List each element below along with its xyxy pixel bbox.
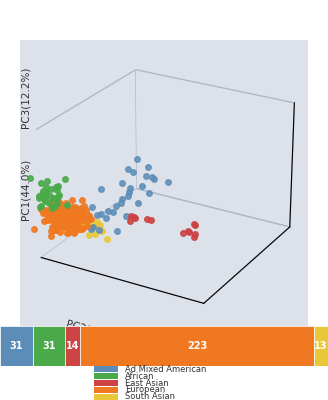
Bar <box>94 373 118 379</box>
X-axis label: PC2(35.6%): PC2(35.6%) <box>65 319 126 345</box>
Text: Ad Mixed American: Ad Mixed American <box>125 365 206 374</box>
Text: 31: 31 <box>42 341 56 351</box>
Text: 13: 13 <box>315 341 328 351</box>
Bar <box>94 380 118 386</box>
Bar <box>0 326 32 366</box>
Text: PC1(44.0%): PC1(44.0%) <box>21 159 31 220</box>
Text: 31: 31 <box>10 341 23 351</box>
Bar <box>94 366 118 372</box>
Text: East Asian: East Asian <box>125 378 169 388</box>
Bar <box>94 394 118 400</box>
Bar <box>94 387 118 393</box>
Text: PC3(12.2%): PC3(12.2%) <box>21 67 31 128</box>
Text: South Asian: South Asian <box>125 392 175 400</box>
Text: European: European <box>125 385 165 394</box>
Text: African: African <box>125 372 154 381</box>
Bar <box>80 326 314 366</box>
Text: 223: 223 <box>187 341 207 351</box>
Bar <box>32 326 65 366</box>
Text: 14: 14 <box>66 341 79 351</box>
Bar <box>65 326 80 366</box>
Bar <box>314 326 328 366</box>
